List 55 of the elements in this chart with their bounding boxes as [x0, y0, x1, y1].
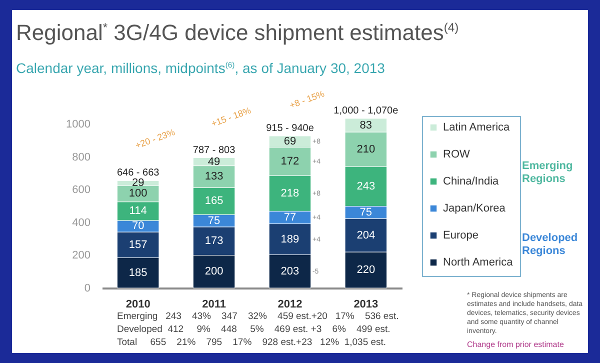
legend-label: North America [443, 256, 514, 268]
data-label: 133 [204, 170, 224, 183]
data-label: 157 [128, 238, 148, 251]
data-label: 69 [284, 136, 296, 148]
y-tick-label: 400 [72, 216, 90, 229]
data-label: 114 [129, 205, 147, 218]
data-label: 29 [132, 177, 144, 190]
text: Emerging 243 43% 347 32% 459 est.+20 17% 536 est. [117, 311, 399, 322]
y-tick-label: 0 [84, 282, 90, 294]
data-label: 203 [280, 265, 300, 278]
data-label: 173 [204, 235, 224, 248]
annotation: 787 - 803 [192, 144, 236, 156]
y-tick-label: 200 [72, 250, 90, 262]
legend-label: Latin America [443, 122, 511, 134]
data-label: 75 [360, 206, 372, 218]
x-tick-label: 2011 [202, 298, 226, 310]
text: Developed 412 9% 448 5% 469 est. +3 6% 499 est. [117, 324, 390, 335]
data-label: 70 [132, 220, 144, 232]
y-tick-label: 600 [72, 184, 90, 196]
data-label: 220 [356, 264, 376, 276]
x-tick-label: 2010 [126, 298, 150, 310]
legend-label: Europe [443, 230, 478, 242]
annotation: +15 - 18% [210, 105, 252, 129]
data-label: 83 [360, 119, 372, 132]
annotation: +20 - 23% [134, 127, 176, 151]
data-label: 243 [356, 180, 376, 192]
chart-title: Regional$^{*}$ 3G/4G device shipment estimates$^{(4)}$ [16, 20, 459, 46]
x-tick-label: 2013 [354, 298, 378, 310]
text: Emerging Regions [522, 160, 574, 186]
data-label: 189 [280, 233, 300, 246]
data-label: 77 [284, 211, 296, 224]
legend-label: ROW [443, 148, 470, 160]
data-label: 210 [356, 143, 376, 156]
text: Change from prior estimate [467, 340, 564, 349]
x-tick-label: 2012 [278, 298, 302, 310]
data-label: 100 [128, 188, 148, 200]
annotation: 915 - 940e [266, 122, 314, 134]
annotation: 646 - 663 [116, 168, 160, 179]
chart-subtitle: Calendar year, millions, midpoints$^{(6)}$, as of January 30, 2013 [16, 60, 385, 76]
data-label: 172 [280, 155, 300, 168]
annotation: 1,000 - 1,070e [334, 105, 399, 116]
data-label: 200 [204, 266, 224, 278]
y-tick-label: 800 [72, 151, 90, 164]
legend-label: China/India [443, 176, 500, 188]
data-label: 185 [128, 266, 148, 279]
text: Developed Regions [522, 232, 579, 258]
text: +8 - 15% [288, 88, 326, 110]
y-tick-label: 1000 [66, 118, 90, 131]
data-label: 49 [208, 156, 220, 168]
data-label: 165 [204, 195, 224, 208]
legend-label: Japan/Korea [443, 202, 506, 214]
data-label: 218 [280, 187, 300, 200]
data-label: 75 [208, 214, 220, 227]
data-label: 204 [356, 229, 376, 242]
text: Total 655 21% 795 17% 928 est.+23 12% 1,035 est. [117, 337, 386, 348]
